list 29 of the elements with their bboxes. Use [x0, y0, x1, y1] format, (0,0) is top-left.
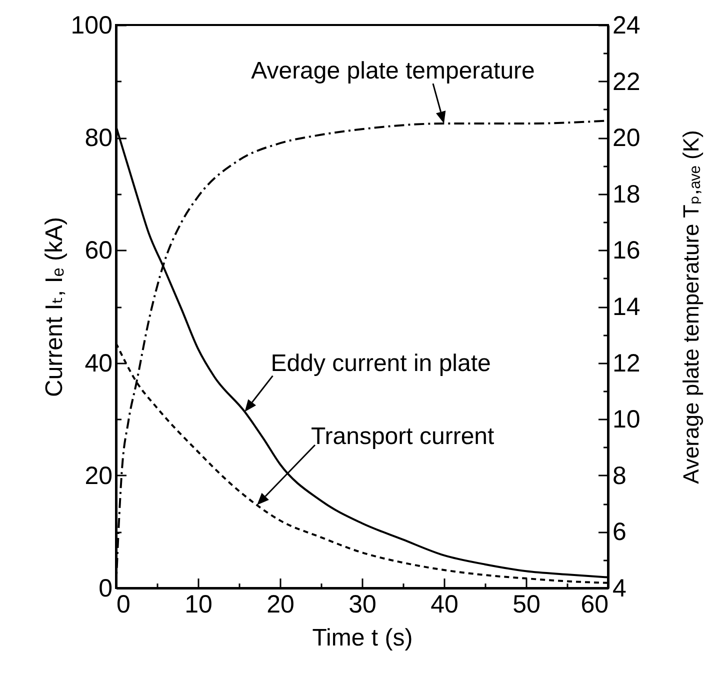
y2-tick-label: 8 [612, 462, 626, 490]
annotation: Average plate temperature [251, 58, 535, 85]
y2-tick-label: 16 [612, 236, 640, 265]
x-tick-label: 60 [580, 590, 608, 618]
x-tick-label: 20 [266, 590, 294, 618]
y-tick-label: 40 [84, 349, 112, 378]
y-axis-title: Current Iₜ, Iₑ (kA) [40, 216, 68, 398]
y2-axis-title: Average plate temperature Tₚ,ₐᵥₑ (K) [678, 130, 704, 484]
annotation: Transport current [311, 423, 495, 450]
y2-tick-label: 10 [612, 406, 640, 434]
y2-tick-label: 20 [612, 124, 640, 152]
y2-tick-label: 4 [612, 574, 626, 602]
y2-tick-label: 24 [612, 12, 640, 40]
x-tick-label: 50 [512, 590, 540, 618]
x-tick-label: 10 [184, 590, 212, 618]
y2-tick-label: 18 [612, 180, 640, 208]
x-tick-label: 40 [430, 590, 458, 618]
y-tick-label: 60 [84, 236, 112, 265]
y-tick-label: 20 [84, 462, 112, 490]
y2-tick-label: 6 [612, 518, 626, 546]
annotation: Eddy current in plate [270, 350, 491, 377]
x-axis-title: Time t (s) [312, 624, 413, 652]
x-tick-label: 0 [116, 590, 130, 618]
y2-tick-label: 12 [612, 349, 640, 378]
y-tick-label: 80 [84, 124, 112, 152]
y2-tick-label: 22 [612, 68, 640, 96]
x-tick-label: 30 [348, 590, 376, 618]
y2-tick-label: 14 [612, 293, 640, 321]
y-tick-label: 100 [70, 12, 112, 40]
